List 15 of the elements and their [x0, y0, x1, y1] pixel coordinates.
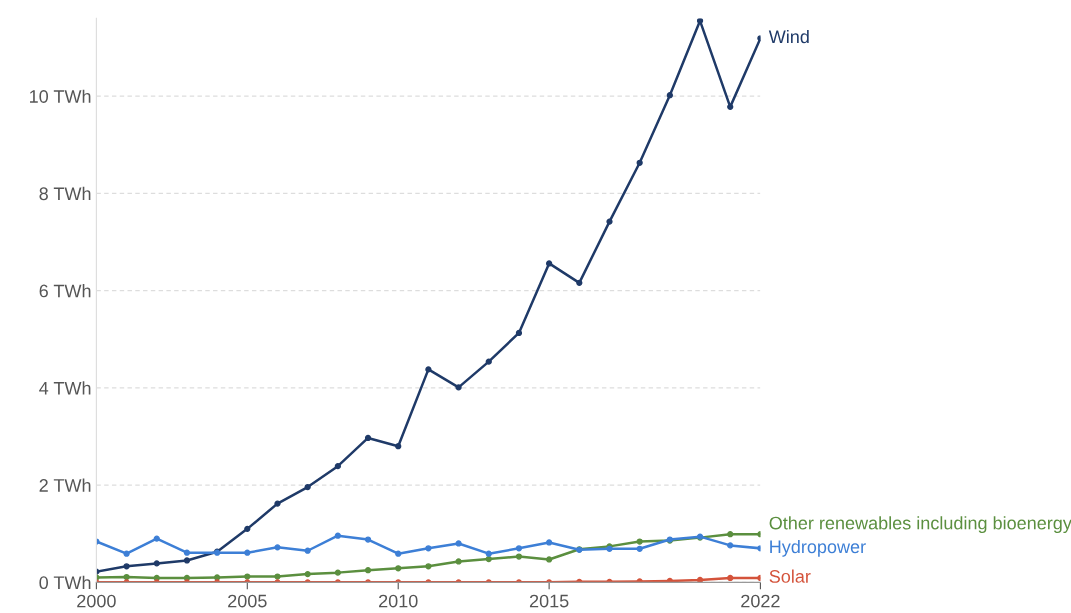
- y-tick-label: 0 TWh: [39, 575, 91, 590]
- y-tick-label: 8 TWh: [39, 186, 91, 201]
- series-label: Solar: [769, 569, 811, 583]
- x-tick-label: 2010: [379, 594, 418, 608]
- y-tick-label: 6 TWh: [39, 284, 91, 298]
- x-tick-label: 2022: [741, 594, 780, 608]
- x-tick-label: 2005: [228, 594, 267, 608]
- y-tick-label: 10 TWh: [30, 89, 91, 103]
- series-label: Other renewables including bioenergy: [769, 516, 1071, 534]
- y-tick-label: 2 TWh: [39, 478, 91, 492]
- series-label: Hydropower: [770, 539, 866, 557]
- series-label: Wind: [768, 29, 809, 44]
- y-tick-label: 4 TWh: [39, 381, 91, 395]
- x-tick-label: 2015: [529, 594, 569, 608]
- x-tick-label: 2000: [77, 594, 116, 608]
